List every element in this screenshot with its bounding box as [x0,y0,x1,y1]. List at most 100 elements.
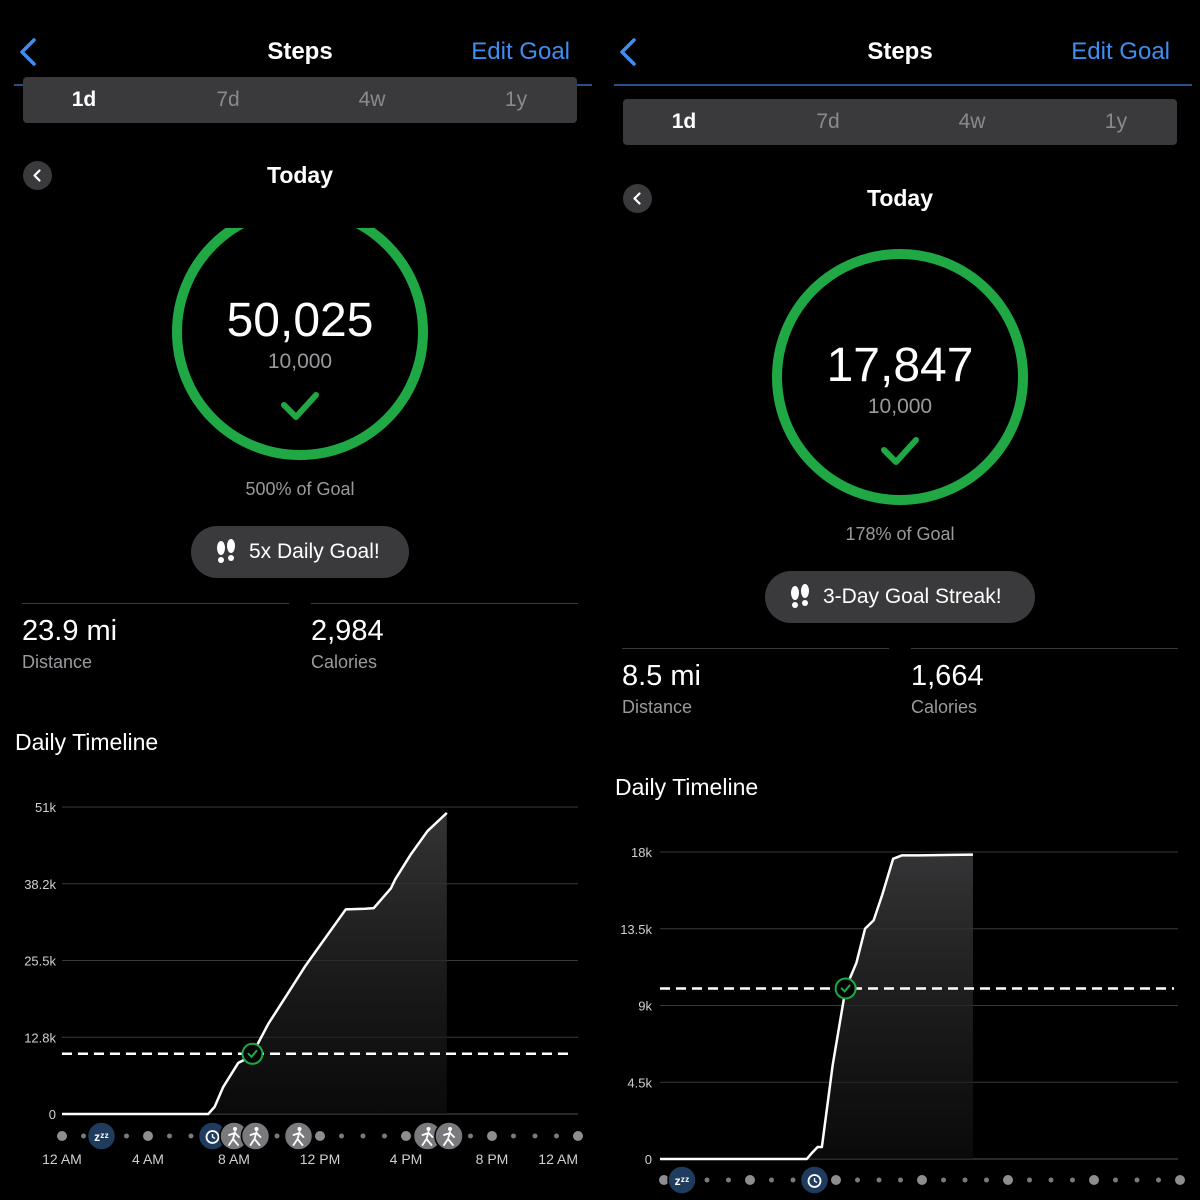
badge-text: 3-Day Goal Streak! [823,585,1002,608]
steps-panel-right: Steps Edit Goal 1d 7d 4w 1y Today 17,847… [600,0,1200,1200]
tab-1d[interactable]: 1d [71,88,97,111]
tab-1d[interactable]: 1d [671,110,697,133]
goal-count: 10,000 [267,350,333,373]
timeline-dot [704,1177,710,1183]
percent-of-goal: 500% of Goal [245,479,355,499]
alarm-hand-icon [813,1178,818,1184]
check-icon [281,392,319,420]
timeline-dot [941,1177,946,1183]
tab-1y[interactable]: 1y [1104,110,1128,133]
y-tick-label: 0 [645,1152,652,1167]
tab-1y[interactable]: 1y [504,88,528,111]
y-tick-label: 0 [49,1107,56,1122]
x-tick-label: 12 AM [42,1151,82,1167]
timeline-dot [360,1133,366,1139]
x-tick-label: 12 AM [538,1151,578,1167]
timeline-dot [1027,1177,1032,1183]
alarm-icon [807,1174,822,1188]
walk-head-icon [448,1127,452,1131]
stat-divider [622,648,889,649]
calories-label: Calories [911,697,978,717]
percent-of-goal: 178% of Goal [845,524,955,544]
timeline-dot [876,1177,882,1183]
footprints-icon [791,584,809,608]
walk-icon [421,1131,434,1146]
goal-count: 10,000 [867,395,933,418]
timeline-dot [726,1177,731,1183]
distance-label: Distance [22,652,93,672]
timeline-dot [1156,1177,1161,1183]
tab-7d[interactable]: 7d [816,110,840,133]
edit-goal-button[interactable]: Edit Goal [471,38,570,65]
previous-day-icon[interactable] [623,184,652,213]
tab-4w[interactable]: 4w [958,110,986,133]
back-chevron-icon[interactable] [614,36,642,68]
timeline-dot [1113,1177,1118,1183]
timeline-dot [1175,1175,1185,1185]
timeline-dot [339,1133,344,1139]
timeline-dot [573,1131,583,1141]
sleep-icon-bg [667,1165,697,1195]
steps-line [62,811,448,1116]
timeline-dot [1089,1175,1099,1185]
calories-label: Calories [311,652,378,672]
goal-check-icon [247,1049,258,1059]
timeline-dot [554,1133,559,1139]
timeline-dot [532,1133,538,1139]
calories-value: 2,984 [311,615,384,647]
period-segmented-control: 1d 7d 4w 1y [623,99,1177,145]
step-area [62,812,447,1114]
y-tick-label: 38.2k [24,877,56,892]
goal-reached-marker [241,1042,264,1065]
tab-7d[interactable]: 7d [216,88,240,111]
y-tick-label: 12.8k [24,1030,56,1045]
timeline-dot [962,1177,968,1183]
calories-value: 1,664 [911,660,984,692]
y-tick-label: 4.5k [627,1075,652,1090]
badge-text: 5x Daily Goal! [249,540,380,563]
x-tick-label: 8 PM [476,1151,509,1167]
goal-reached-marker [834,977,857,1000]
y-tick-label: 18k [631,845,652,860]
timeline-dot [790,1177,796,1183]
edit-goal-button[interactable]: Edit Goal [1071,38,1170,65]
timeline-dot [487,1131,497,1141]
timeline-dot [831,1175,841,1185]
sleep-icon: zᶻᶻ [675,1174,690,1188]
daily-timeline-chart: 0 12.8k 25.5k 38.2k 51k zᶻᶻ 12 AM 4 AM 8 AM 12 PM… [24,800,583,1167]
goal-ring [772,249,1028,505]
distance-value: 8.5 mi [622,660,701,692]
period-segmented-control: 1d 7d 4w 1y [23,77,577,123]
walk-icon [443,1131,455,1146]
timeline-dot [57,1131,67,1141]
timeline-dot [511,1133,516,1139]
daily-timeline-title: Daily Timeline [15,729,159,755]
timeline-dot [468,1133,473,1139]
timeline-dot [769,1177,774,1183]
goal-ring [0,200,600,460]
timeline-dot [917,1175,927,1185]
tab-4w[interactable]: 4w [358,88,386,111]
steps-count: 17,847 [826,339,974,392]
steps-line [660,853,973,1161]
walk-head-icon [233,1127,237,1131]
timeline-dot [167,1133,172,1139]
timeline-dot [1134,1177,1140,1183]
x-tick-label: 8 AM [218,1151,250,1167]
walk-head-icon [254,1127,259,1131]
alarm-icon [205,1130,220,1144]
timeline-dot [1003,1175,1013,1185]
goal-ring-arc [772,249,1028,505]
stat-divider [311,603,578,604]
timeline-dot [143,1131,153,1141]
back-chevron-icon[interactable] [14,36,42,68]
goal-check-icon [840,984,851,993]
day-title: Today [266,162,334,188]
timeline-dot [1070,1177,1075,1183]
x-tick-label: 4 PM [390,1151,423,1167]
distance-label: Distance [622,697,693,717]
timeline-dot [745,1175,755,1185]
timeline-dot [401,1131,411,1141]
previous-day-icon[interactable] [23,161,52,190]
distance-value: 23.9 mi [22,615,118,647]
